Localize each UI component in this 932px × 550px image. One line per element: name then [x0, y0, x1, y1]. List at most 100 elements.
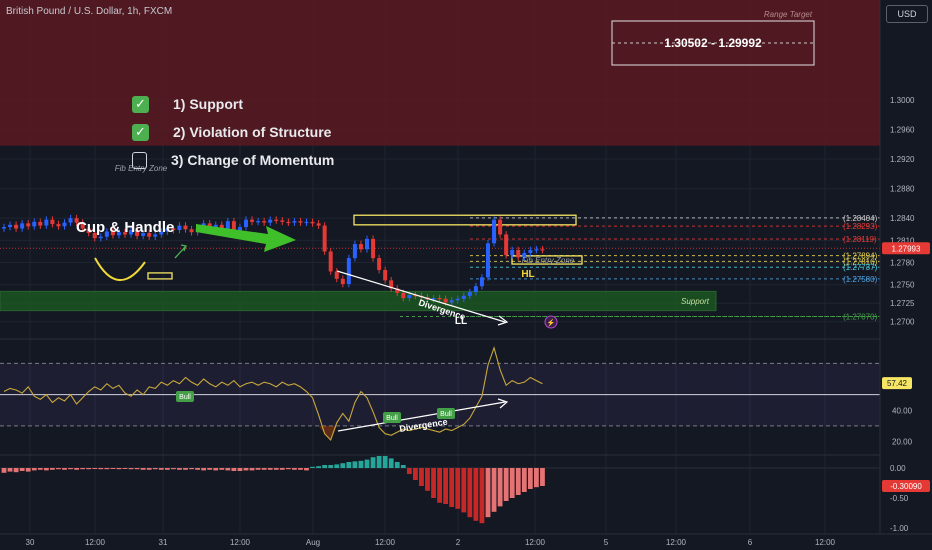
macd-bar — [74, 468, 79, 470]
rsi-oversold-fill — [310, 425, 349, 440]
bull-label: Bull — [179, 394, 191, 401]
macd-bar — [515, 468, 521, 495]
green-arrow-icon — [196, 224, 296, 252]
fib-entry-label: Fib Entry Zone — [115, 164, 168, 173]
macd-bar — [340, 463, 346, 468]
macd-bar — [534, 468, 539, 488]
candle-body — [26, 223, 31, 227]
macd-bar — [292, 468, 297, 470]
candle-body — [123, 232, 127, 235]
empty-box-icon — [132, 151, 147, 169]
macd-bar — [213, 468, 219, 471]
macd-bar — [540, 468, 545, 486]
macd-bar — [328, 465, 334, 468]
candle-body — [346, 258, 351, 285]
macd-bar — [1, 468, 7, 473]
macd-bar — [491, 468, 497, 512]
check-icon: ✓ — [132, 95, 149, 113]
x-tick-label: 6 — [748, 538, 753, 547]
macd-bar — [310, 466, 315, 468]
macd-bar — [394, 462, 400, 468]
entry-box-low — [511, 255, 583, 265]
macd-bar — [134, 468, 140, 470]
arrow-icon — [174, 244, 187, 259]
macd-bar — [116, 468, 122, 470]
macd-bar — [98, 468, 104, 470]
fib-entry-label: Fib Entry Zone — [522, 256, 575, 265]
macd-bar — [80, 468, 86, 470]
macd-last-label: -0.30090 — [890, 482, 922, 491]
candle-body — [431, 298, 436, 300]
macd-bar — [255, 468, 261, 470]
cup-handle-label: Cup & Handle — [76, 219, 174, 236]
macd-bar — [437, 468, 442, 503]
macd-bar — [231, 468, 237, 471]
candle-body — [528, 249, 533, 253]
candle-body — [358, 244, 363, 250]
y-tick-label: 1.2840 — [890, 214, 915, 223]
macd-bar — [322, 465, 328, 468]
macd-bar — [382, 456, 388, 468]
macd-bar — [122, 468, 128, 469]
y-tick-label: 1.2750 — [890, 281, 915, 290]
candle-body — [352, 244, 357, 259]
candle-body — [455, 298, 460, 301]
candle-body — [86, 228, 91, 233]
rsi-last-label: 57.42 — [887, 379, 908, 388]
candle-body — [492, 219, 497, 244]
macd-bar — [285, 468, 291, 470]
checklist-item: 3) Change of Momentum — [132, 146, 334, 174]
macd-bar — [110, 468, 116, 469]
level-label: (1.27894) — [843, 252, 878, 261]
candle-body — [135, 230, 140, 236]
candle-body — [74, 218, 79, 223]
macd-bar — [443, 468, 449, 504]
candle-body — [250, 219, 255, 222]
macd-bar — [158, 468, 164, 470]
macd-bar — [358, 460, 364, 468]
x-tick-label: 12:00 — [815, 538, 836, 547]
candle-body — [377, 258, 382, 270]
macd-last-badge — [882, 480, 930, 493]
currency-button[interactable]: USD — [886, 5, 928, 23]
macd-bar — [485, 468, 491, 518]
rsi-divergence-line — [337, 401, 506, 432]
candle-body — [340, 278, 345, 285]
macd-bar — [201, 468, 207, 471]
level-label: (1.27580) — [843, 275, 878, 284]
candle-body — [389, 280, 394, 289]
arrow-icon — [497, 398, 509, 409]
x-tick-label: 2 — [456, 538, 461, 547]
candle-body — [129, 230, 134, 235]
macd-bar — [273, 468, 279, 470]
candle-body — [116, 232, 121, 236]
candle-body — [413, 295, 418, 297]
y-tick-label: 1.2725 — [890, 299, 915, 308]
price-last-badge — [882, 242, 930, 255]
candle-body — [280, 220, 285, 222]
checklist-item: ✓ 1) Support — [132, 90, 334, 118]
bull-badge — [176, 391, 194, 402]
candle-body — [244, 219, 248, 228]
check-icon: ✓ — [132, 123, 149, 141]
level-label: (1.27737) — [843, 263, 878, 272]
level-label: (1.28119) — [843, 235, 877, 244]
macd-bar — [177, 468, 182, 470]
rsi-line — [3, 345, 543, 441]
candle-body — [534, 249, 539, 251]
macd-bar — [261, 468, 267, 470]
candle-body — [479, 277, 484, 287]
rsi-tick-label: 20.00 — [892, 438, 913, 447]
candle-body — [322, 225, 327, 252]
candle-body — [159, 231, 164, 235]
macd-tick-label: 0.00 — [890, 464, 906, 473]
macd-bar — [461, 468, 467, 513]
candle-body — [316, 223, 321, 226]
support-zone — [0, 290, 717, 312]
x-tick-label: 31 — [159, 538, 168, 547]
macd-bar — [431, 468, 436, 498]
y-tick-label: 1.2810 — [890, 236, 915, 245]
arrow-icon — [497, 315, 509, 326]
macd-bar — [352, 461, 358, 468]
